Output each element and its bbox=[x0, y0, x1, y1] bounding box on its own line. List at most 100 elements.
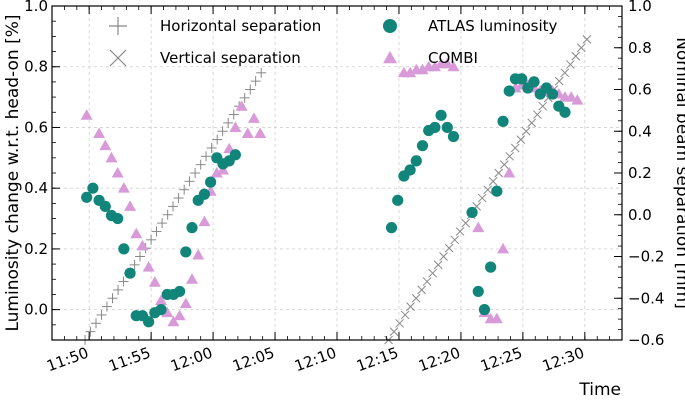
data-point-circle bbox=[198, 188, 211, 200]
data-point-cross bbox=[532, 110, 542, 119]
data-point-triangle bbox=[565, 91, 578, 102]
legend-marker-circle bbox=[383, 19, 397, 33]
data-point-cross bbox=[582, 35, 592, 44]
y-tick-label-left: 0.4 bbox=[24, 179, 48, 197]
y-tick-label-right: 0.8 bbox=[628, 39, 652, 57]
data-point-triangle bbox=[186, 273, 199, 284]
x-axis-label: Time bbox=[578, 380, 621, 400]
data-point-cross bbox=[433, 260, 443, 270]
data-point-cross bbox=[494, 168, 504, 178]
legend-label: COMBI bbox=[428, 49, 478, 67]
data-point-triangle bbox=[117, 182, 130, 193]
legend-entry: Vertical separation bbox=[109, 49, 301, 67]
data-point-plus bbox=[223, 117, 234, 128]
data-point-triangle bbox=[404, 66, 417, 78]
data-point-cross bbox=[571, 51, 581, 61]
data-point-triangle bbox=[161, 306, 174, 318]
y-tick-label-left: 1.0 bbox=[24, 0, 48, 15]
data-point-cross bbox=[422, 277, 432, 286]
x-tick-label: 12:30 bbox=[540, 344, 587, 376]
data-point-cross bbox=[439, 252, 448, 261]
data-point-circle bbox=[155, 304, 167, 316]
data-point-triangle bbox=[173, 309, 186, 321]
data-point-triangle bbox=[247, 112, 260, 123]
x-tick-label: 12:15 bbox=[354, 344, 401, 376]
data-point-triangle bbox=[99, 139, 112, 151]
data-point-plus bbox=[250, 76, 261, 87]
data-point-triangle bbox=[124, 200, 137, 211]
data-point-cross bbox=[461, 218, 471, 228]
data-point-circle bbox=[472, 285, 484, 298]
data-point-circle bbox=[429, 121, 441, 134]
legend-label: Horizontal separation bbox=[160, 17, 321, 35]
data-point-circle bbox=[528, 76, 540, 88]
data-point-plus bbox=[151, 226, 162, 237]
data-point-plus bbox=[245, 84, 256, 95]
data-point-triangle bbox=[167, 315, 180, 327]
data-point-plus bbox=[239, 92, 250, 103]
data-point-triangle bbox=[111, 167, 124, 178]
data-point-plus bbox=[157, 218, 168, 229]
data-point-plus bbox=[113, 284, 124, 295]
data-point-circle bbox=[491, 185, 503, 197]
y-tick-label-right: −0.4 bbox=[628, 289, 664, 307]
data-point-circle bbox=[547, 88, 559, 100]
data-point-circle bbox=[186, 222, 198, 234]
data-point-triangle bbox=[130, 227, 143, 239]
x-tick-label: 12:05 bbox=[230, 344, 277, 376]
data-point-triangle bbox=[210, 167, 223, 178]
data-point-triangle bbox=[254, 127, 267, 139]
data-point-triangle bbox=[142, 261, 155, 272]
data-point-circle bbox=[180, 246, 192, 258]
data-point-triangle bbox=[229, 121, 242, 132]
y-axis-label-left: Luminosity change w.r.t. head-on [%] bbox=[3, 14, 23, 331]
y-tick-label-right: 0.2 bbox=[628, 164, 652, 182]
data-point-cross bbox=[428, 268, 437, 278]
series-circle bbox=[81, 73, 571, 328]
y-tick-label-left: 0.6 bbox=[24, 118, 48, 136]
data-point-triangle bbox=[192, 248, 205, 260]
data-point-plus bbox=[162, 209, 173, 220]
data-point-circle bbox=[174, 285, 186, 298]
data-point-plus bbox=[168, 201, 179, 212]
y-tick-label-right: 1.0 bbox=[628, 0, 652, 15]
data-point-circle bbox=[118, 243, 130, 255]
y-tick-label-right: 0.4 bbox=[628, 122, 652, 140]
data-point-circle bbox=[485, 261, 497, 273]
data-point-cross bbox=[516, 135, 526, 144]
data-point-triangle bbox=[155, 294, 168, 306]
data-point-triangle bbox=[93, 127, 106, 139]
legend-marker-triangle bbox=[383, 51, 397, 64]
y-axis-label-right: Nominal beam separation [mm] bbox=[672, 37, 685, 309]
data-point-circle bbox=[516, 73, 528, 85]
data-point-circle bbox=[99, 200, 111, 212]
y-tick-label-left: 0.2 bbox=[24, 240, 48, 258]
data-point-circle bbox=[447, 130, 460, 143]
data-point-plus bbox=[190, 168, 201, 178]
data-point-plus bbox=[101, 301, 112, 312]
data-point-circle bbox=[559, 106, 571, 118]
data-point-triangle bbox=[472, 221, 485, 233]
data-point-triangle bbox=[416, 63, 429, 75]
data-point-triangle bbox=[447, 60, 460, 72]
y-tick-label-left: 0.0 bbox=[24, 301, 48, 319]
legend-label: ATLAS luminosity bbox=[428, 17, 558, 35]
data-point-plus bbox=[118, 276, 129, 287]
data-point-plus bbox=[129, 259, 140, 270]
data-point-triangle bbox=[198, 215, 211, 227]
data-point-circle bbox=[503, 85, 515, 97]
legend-entry: COMBI bbox=[383, 49, 478, 67]
y-tick-label-right: 0.0 bbox=[628, 206, 652, 224]
y-tick-label-left: 0.8 bbox=[24, 58, 48, 76]
data-point-cross bbox=[406, 302, 415, 311]
data-point-plus bbox=[256, 67, 267, 78]
data-point-triangle bbox=[571, 94, 584, 105]
data-point-circle bbox=[404, 164, 416, 176]
data-point-circle bbox=[410, 155, 422, 167]
data-point-plus bbox=[134, 251, 145, 262]
data-point-circle bbox=[466, 206, 478, 219]
data-point-plus bbox=[146, 234, 157, 245]
data-point-cross bbox=[411, 293, 421, 303]
x-tick-label: 12:00 bbox=[168, 344, 215, 376]
